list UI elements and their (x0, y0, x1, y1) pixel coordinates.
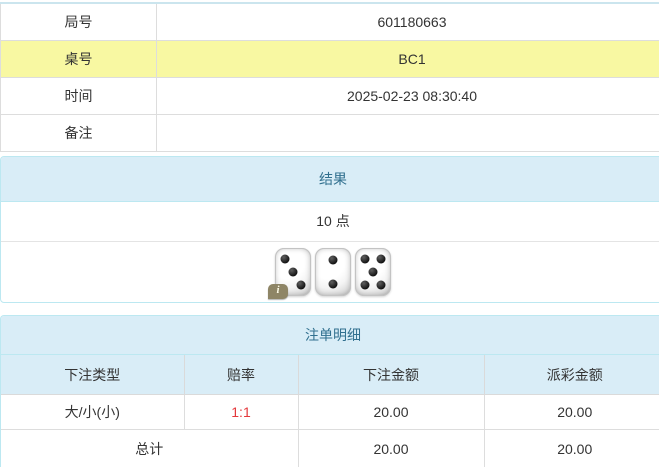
table-row-time: 时间 2025-02-23 08:30:40 (1, 78, 659, 115)
total-row: 总计 20.00 20.00 (1, 430, 659, 467)
remark-value (157, 115, 659, 152)
die-1: i (275, 248, 311, 296)
bet-odds: 1:1 (184, 395, 298, 430)
bets-header-row: 下注类型 赔率 下注金额 派彩金额 (1, 355, 659, 395)
total-payout-amount: 20.00 (484, 430, 659, 467)
col-payout-amount: 派彩金额 (484, 355, 659, 395)
die-pip (360, 280, 369, 289)
round-id-label: 局号 (1, 3, 157, 41)
bets-panel-title: 注单明细 (1, 316, 659, 355)
bets-panel: 注单明细 下注类型 赔率 下注金额 派彩金额 大/小(小) 1:1 20.00 … (0, 315, 659, 467)
dice-row: i (1, 242, 659, 302)
bet-amount: 20.00 (298, 395, 484, 430)
round-id-value: 601180663 (157, 3, 659, 41)
time-label: 时间 (1, 78, 157, 115)
time-value: 2025-02-23 08:30:40 (157, 78, 659, 115)
bet-row: 大/小(小) 1:1 20.00 20.00 (1, 395, 659, 430)
col-bet-amount: 下注金额 (298, 355, 484, 395)
die-pip (377, 255, 386, 264)
table-row-table-id: 桌号 BC1 (1, 41, 659, 78)
total-label: 总计 (1, 430, 298, 467)
info-icon[interactable]: i (268, 284, 288, 299)
die-pip (369, 268, 378, 277)
die-pip (289, 268, 298, 277)
result-panel: 结果 10 点 i (0, 156, 659, 303)
bet-type: 大/小(小) (1, 395, 184, 430)
result-points: 10 点 (1, 202, 659, 242)
table-id-label: 桌号 (1, 41, 157, 78)
remark-label: 备注 (1, 115, 157, 152)
die-pip (329, 256, 338, 265)
die-pip (297, 280, 306, 289)
round-info-table: 局号 601180663 桌号 BC1 时间 2025-02-23 08:30:… (0, 2, 659, 152)
die-3 (355, 248, 391, 296)
col-bet-type: 下注类型 (1, 355, 184, 395)
die-pip (280, 255, 289, 264)
bets-table: 下注类型 赔率 下注金额 派彩金额 大/小(小) 1:1 20.00 20.00… (1, 355, 659, 467)
col-odds: 赔率 (184, 355, 298, 395)
table-row-round-id: 局号 601180663 (1, 3, 659, 41)
die-pip (329, 280, 338, 289)
table-row-remark: 备注 (1, 115, 659, 152)
total-bet-amount: 20.00 (298, 430, 484, 467)
result-panel-title: 结果 (1, 157, 659, 202)
die-pip (360, 255, 369, 264)
table-id-value: BC1 (157, 41, 659, 78)
die-pip (377, 280, 386, 289)
payout-amount: 20.00 (484, 395, 659, 430)
die-2 (315, 248, 351, 296)
